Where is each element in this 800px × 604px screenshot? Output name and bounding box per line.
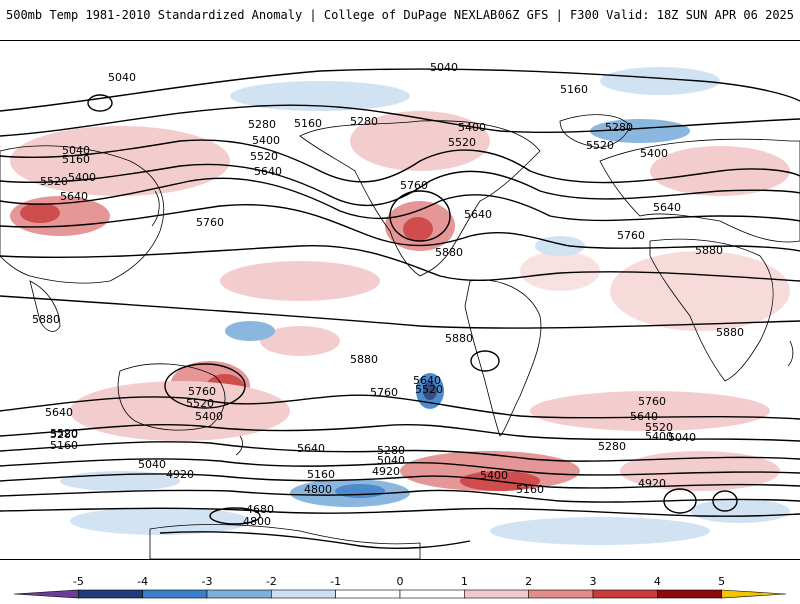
contour-label: 4800 bbox=[243, 515, 271, 528]
colorbar-tick-label: 3 bbox=[590, 575, 597, 588]
contour-label: 5400 bbox=[195, 410, 223, 423]
contour-label: 5880 bbox=[695, 244, 723, 257]
contour-label: 5040 bbox=[430, 61, 458, 74]
contour-label: 5280 bbox=[350, 115, 378, 128]
colorbar-segment bbox=[464, 589, 529, 599]
contour-label: 5880 bbox=[716, 326, 744, 339]
contour-label: 5640 bbox=[45, 406, 73, 419]
contour-label: 5760 bbox=[400, 179, 428, 192]
contour-label: 5640 bbox=[630, 410, 658, 423]
colorbar-segment bbox=[592, 589, 658, 599]
contour-label: 5040 bbox=[108, 71, 136, 84]
colorbar: -5 -4 -3 -2 -1 0 1 2 3 4 5 bbox=[0, 570, 800, 600]
contour-label: 5160 bbox=[50, 439, 78, 452]
colorbar-segment bbox=[271, 589, 336, 599]
contour-label: 5160 bbox=[294, 117, 322, 130]
contour-label: 5640 bbox=[254, 165, 282, 178]
contour-label: 5280 bbox=[598, 440, 626, 453]
contour-label: 5280 bbox=[248, 118, 276, 131]
contour-label: 5880 bbox=[350, 353, 378, 366]
contour-label: 4920 bbox=[372, 465, 400, 478]
contour-label: 5400 bbox=[68, 171, 96, 184]
colorbar-segment bbox=[13, 589, 79, 599]
contour-label: 5520 bbox=[415, 383, 443, 396]
contour-label: 5280 bbox=[377, 444, 405, 457]
contour-label: 5520 bbox=[250, 150, 278, 163]
contour-label: 4920 bbox=[166, 468, 194, 481]
colorbar-segment bbox=[399, 589, 465, 599]
contour-label: 5040 bbox=[377, 454, 405, 467]
contour-label: 5160 bbox=[516, 483, 544, 496]
colorbar-segment bbox=[206, 589, 272, 599]
contour-label: 5400 bbox=[458, 121, 486, 134]
contour-label: 5520 bbox=[186, 397, 214, 410]
contour-label: 5160 bbox=[560, 83, 588, 96]
height-contours bbox=[0, 68, 800, 549]
contour-label: 5040 bbox=[62, 144, 90, 157]
contour-label-layer: 5040 5040 5160 5280 5160 5280 5400 5520 … bbox=[32, 61, 744, 528]
colorbar-tick-label: -4 bbox=[137, 575, 148, 588]
colorbar-tick-label: -3 bbox=[202, 575, 213, 588]
colorbar-tick-label: -1 bbox=[330, 575, 341, 588]
colorbar-tick-label: -5 bbox=[73, 575, 84, 588]
contour-label: 5040 bbox=[138, 458, 166, 471]
contour-label: 5640 bbox=[60, 190, 88, 203]
colorbar-segment bbox=[78, 589, 143, 599]
weather-map: 5040 5040 5160 5280 5160 5280 5400 5520 … bbox=[0, 40, 800, 560]
colorbar-tick-label: 0 bbox=[397, 575, 404, 588]
colorbar-tick-label: 5 bbox=[718, 575, 725, 588]
contour-label: 5520 bbox=[448, 136, 476, 149]
colorbar-tick-label: 2 bbox=[525, 575, 532, 588]
colorbar-tick-labels: -5 -4 -3 -2 -1 0 1 2 3 4 5 bbox=[73, 575, 725, 588]
colorbar-segment bbox=[657, 589, 722, 599]
contour-label: 5760 bbox=[638, 395, 666, 408]
colorbar-tick-label: -2 bbox=[266, 575, 277, 588]
contour-label: 5520 bbox=[50, 427, 78, 440]
contour-label: 5640 bbox=[464, 208, 492, 221]
map-header: 500mb Temp 1981-2010 Standardized Anomal… bbox=[0, 0, 800, 30]
anomaly-shading bbox=[10, 67, 790, 545]
contour-label: 5760 bbox=[188, 385, 216, 398]
contour-label: 4680 bbox=[246, 503, 274, 516]
contour-label: 5760 bbox=[617, 229, 645, 242]
contour-label: 5520 bbox=[586, 139, 614, 152]
contour-label: 5520 bbox=[645, 421, 673, 434]
contour-label: 5400 bbox=[252, 134, 280, 147]
contour-label: 5040 bbox=[668, 431, 696, 444]
contour-label: 5400 bbox=[640, 147, 668, 160]
contour-label: 4920 bbox=[638, 477, 666, 490]
colorbar-segment bbox=[142, 589, 208, 599]
contour-label: 5160 bbox=[62, 153, 90, 166]
coastlines bbox=[0, 114, 800, 559]
colorbar-segment bbox=[528, 589, 594, 599]
contour-label: 5520 bbox=[40, 175, 68, 188]
contour-label: 5160 bbox=[307, 468, 335, 481]
colorbar-tick-label: 1 bbox=[461, 575, 468, 588]
model-valid-time: 06Z GFS | F300 Valid: 18Z SUN APR 06 202… bbox=[497, 8, 794, 22]
contour-label: 5880 bbox=[435, 246, 463, 259]
colorbar-svg: -5 -4 -3 -2 -1 0 1 2 3 4 5 bbox=[13, 575, 787, 599]
contour-label: 4800 bbox=[304, 483, 332, 496]
contour-label: 5880 bbox=[32, 313, 60, 326]
contour-label: 5640 bbox=[297, 442, 325, 455]
colorbar-segments bbox=[13, 589, 787, 599]
colorbar-segment bbox=[335, 589, 401, 599]
contour-label: 5640 bbox=[413, 374, 441, 387]
contour-label: 5880 bbox=[445, 332, 473, 345]
map-title: 500mb Temp 1981-2010 Standardized Anomal… bbox=[6, 8, 498, 22]
map-svg: 5040 5040 5160 5280 5160 5280 5400 5520 … bbox=[0, 61, 800, 559]
contour-label: 5280 bbox=[605, 121, 633, 134]
contour-label: 5760 bbox=[196, 216, 224, 229]
contour-label: 5760 bbox=[370, 386, 398, 399]
colorbar-tick-label: 4 bbox=[654, 575, 661, 588]
colorbar-segment bbox=[721, 589, 787, 599]
contour-label: 5400 bbox=[645, 430, 673, 443]
contour-label: 5640 bbox=[653, 201, 681, 214]
contour-label: 5280 bbox=[50, 428, 78, 441]
contour-label: 5400 bbox=[480, 469, 508, 482]
